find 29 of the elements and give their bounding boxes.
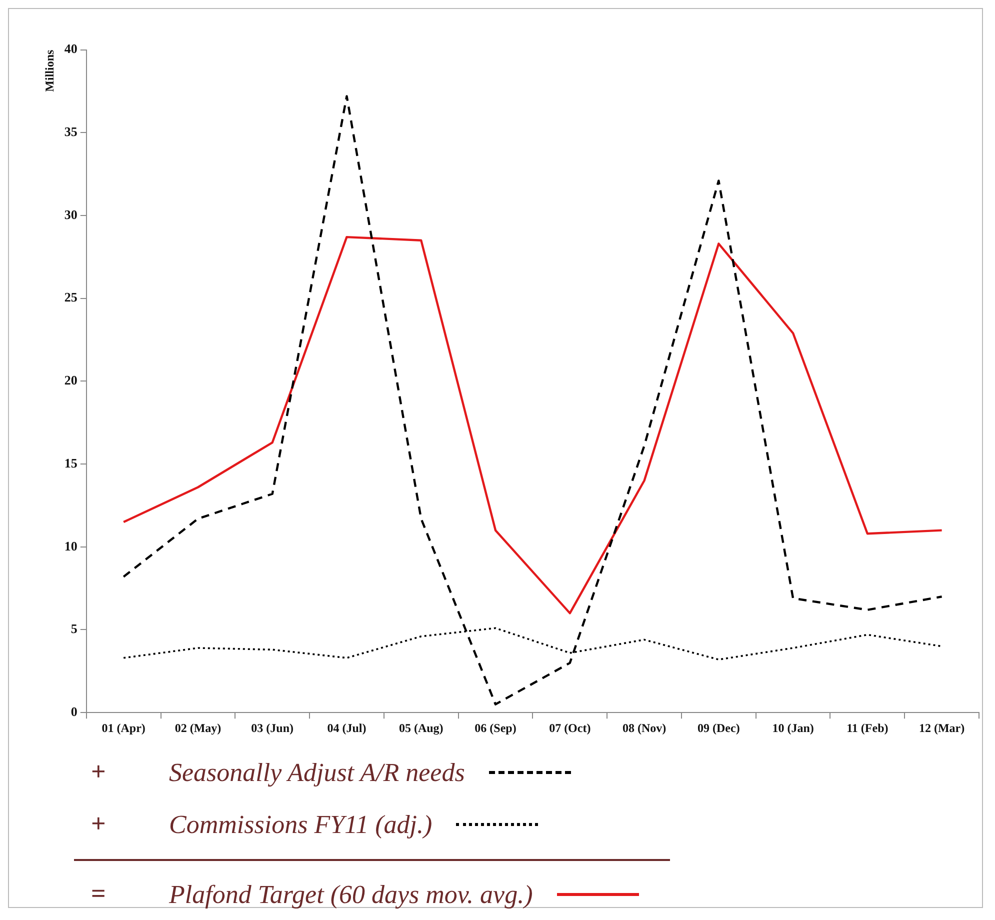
line-series	[122, 95, 943, 706]
text: =	[91, 879, 106, 909]
x-tick-label: 08 (Nov)	[622, 720, 666, 735]
y-tick-label: 5	[70, 621, 78, 636]
legend-label: Commissions FY11 (adj.)	[169, 810, 432, 840]
y-tick-label: 35	[64, 124, 78, 140]
x-tick-label: 07 (Oct)	[549, 720, 591, 735]
legend-label: Plafond Target (60 days mov. avg.)	[169, 880, 533, 910]
x-tick-label: 09 (Dec)	[698, 720, 740, 735]
legend-label: Seasonally Adjust A/R needs	[169, 758, 465, 788]
x-tick-label: 11 (Feb)	[846, 720, 888, 735]
text: +	[91, 809, 106, 839]
y-tick-label: 10	[64, 538, 78, 554]
y-axis-title: Millions	[42, 49, 56, 92]
text: +	[91, 757, 106, 787]
y-tick-label: 25	[64, 290, 78, 305]
y-tick-label: 30	[64, 206, 78, 222]
x-tick-label: 05 (Aug)	[398, 720, 444, 735]
x-tick-label: 12 (Mar)	[918, 720, 965, 735]
x-tick-label: 04 (Jul)	[327, 720, 366, 735]
y-tick-label: 0	[70, 704, 78, 719]
x-tick-label: 02 (May)	[174, 720, 222, 735]
x-tick-label: 01 (Apr)	[102, 720, 146, 735]
y-tick-label: 20	[64, 372, 78, 388]
x-tick-label: 03 (Jun)	[251, 720, 294, 735]
y-tick-label: 40	[64, 41, 78, 56]
x-tick-label: 06 (Sep)	[474, 720, 516, 735]
x-tick-label: 10 (Jan)	[772, 720, 814, 735]
y-tick-label: 15	[64, 455, 78, 470]
